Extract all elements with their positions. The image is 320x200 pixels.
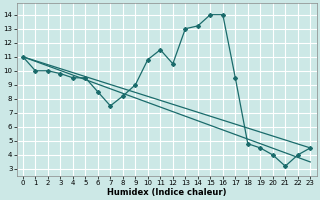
X-axis label: Humidex (Indice chaleur): Humidex (Indice chaleur) <box>107 188 226 197</box>
